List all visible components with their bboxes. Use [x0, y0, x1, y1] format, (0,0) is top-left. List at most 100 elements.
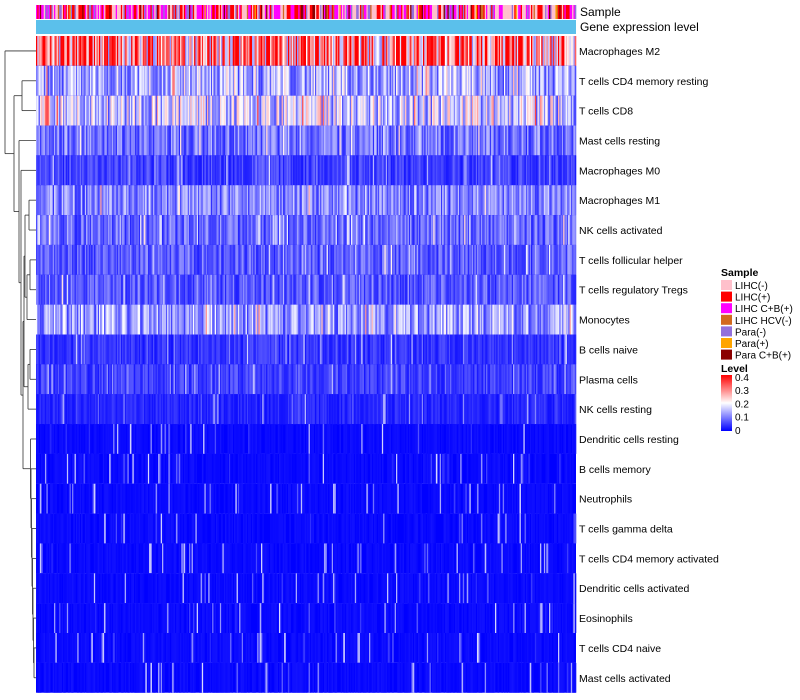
heatmap-cell: [543, 215, 546, 245]
sample-annotation-cell: [171, 5, 173, 19]
heatmap-cell: [122, 244, 124, 275]
heatmap-cell: [318, 215, 321, 245]
heatmap-cell: [504, 36, 506, 66]
heatmap-cell: [97, 185, 100, 216]
sample-annotation-cell: [392, 5, 394, 19]
heatmap-cell: [457, 65, 460, 96]
heatmap-cell: [345, 125, 348, 156]
heatmap-cell: [360, 65, 362, 96]
heatmap-cell: [46, 95, 48, 126]
heatmap-cell: [388, 95, 390, 126]
heatmap-cell: [402, 274, 405, 305]
heatmap-cell: [167, 274, 169, 305]
heatmap-cell: [68, 36, 70, 66]
heatmap-cell: [556, 244, 559, 275]
heatmap-cell: [234, 125, 236, 156]
heatmap-cell: [405, 185, 407, 216]
heatmap-cell: [477, 36, 479, 66]
heatmap-cell: [312, 95, 315, 126]
heatmap-cell: [253, 95, 255, 126]
heatmap-cell: [151, 244, 154, 275]
heatmap-cell: [154, 125, 156, 156]
sample-annotation-cell: [250, 5, 253, 19]
heatmap-cell: [119, 215, 122, 245]
heatmap-cell: [149, 65, 151, 96]
heatmap-cell: [133, 185, 136, 216]
heatmap-cell: [297, 215, 299, 245]
heatmap-cell: [478, 65, 480, 96]
sample-annotation-cell: [347, 5, 349, 19]
heatmap-cell: [401, 65, 403, 96]
heatmap-cell: [75, 244, 78, 275]
heatmap-cell: [297, 65, 299, 96]
heatmap-cell: [73, 334, 75, 365]
heatmap-cell: [240, 215, 243, 245]
heatmap-cell: [297, 95, 299, 126]
heatmap-cell: [174, 244, 177, 275]
heatmap-cell: [401, 155, 403, 186]
heatmap-cell: [447, 215, 450, 245]
heatmap-cell: [257, 244, 259, 275]
heatmap-cell: [145, 155, 147, 186]
heatmap-cell: [232, 274, 235, 305]
heatmap-cell: [363, 36, 366, 66]
sample-annotation-cell: [262, 5, 264, 19]
heatmap-cell: [572, 95, 574, 126]
heatmap-cell: [412, 304, 415, 335]
heatmap-cell: [288, 185, 290, 216]
heatmap-cell: [216, 334, 218, 365]
heatmap-cell: [486, 215, 488, 245]
sample-annotation-cell: [381, 5, 384, 19]
heatmap-cell: [63, 304, 65, 335]
heatmap-cell: [528, 95, 531, 126]
heatmap-cell: [126, 274, 128, 305]
heatmap-cell: [264, 215, 267, 245]
heatmap-cell: [353, 215, 356, 245]
heatmap-cell: [192, 65, 195, 96]
heatmap-cell: [483, 155, 486, 186]
heatmap-cell: [547, 215, 550, 245]
heatmap-cell: [496, 125, 498, 156]
sample-annotation-cell: [181, 5, 183, 19]
heatmap-cell: [48, 274, 51, 305]
heatmap-cell: [312, 155, 315, 186]
heatmap-cell: [532, 244, 534, 275]
heatmap-cell: [171, 244, 173, 275]
heatmap-cell: [289, 244, 291, 275]
heatmap-cell: [45, 155, 47, 186]
heatmap-cell: [43, 36, 46, 66]
heatmap-cell: [338, 65, 340, 96]
heatmap-cell: [68, 65, 70, 96]
heatmap-cell: [261, 215, 263, 245]
heatmap-cell: [290, 244, 293, 275]
heatmap-cell: [473, 215, 475, 245]
heatmap-cell: [414, 215, 416, 245]
heatmap-cell: [234, 304, 236, 335]
heatmap-cell: [537, 125, 540, 156]
heatmap-cell: [204, 244, 207, 275]
heatmap-cell: [81, 65, 83, 96]
sample-annotation-cell: [462, 5, 465, 19]
heatmap-cell: [540, 155, 542, 186]
heatmap-cell: [538, 215, 541, 245]
heatmap-cell: [366, 304, 369, 335]
heatmap-cell: [243, 125, 245, 156]
heatmap-cell: [509, 274, 511, 305]
heatmap-cell: [469, 155, 471, 186]
sample-annotation-cell: [289, 5, 291, 19]
sample-annotation-cell: [45, 5, 47, 19]
heatmap-cell: [439, 95, 442, 126]
heatmap-cell: [351, 244, 353, 275]
heatmap-cell: [333, 185, 335, 216]
heatmap-cell: [299, 274, 302, 305]
heatmap-cell: [531, 36, 533, 66]
sample-annotation-cell: [420, 5, 423, 19]
heatmap-cell: [244, 95, 246, 126]
heatmap-cell: [190, 95, 192, 126]
heatmap-cell: [270, 274, 272, 305]
sample-annotation-cell: [524, 5, 527, 19]
heatmap-cell: [172, 155, 174, 186]
heatmap-cell: [84, 36, 87, 66]
heatmap-cell: [284, 185, 286, 216]
heatmap-cell: [165, 65, 168, 96]
